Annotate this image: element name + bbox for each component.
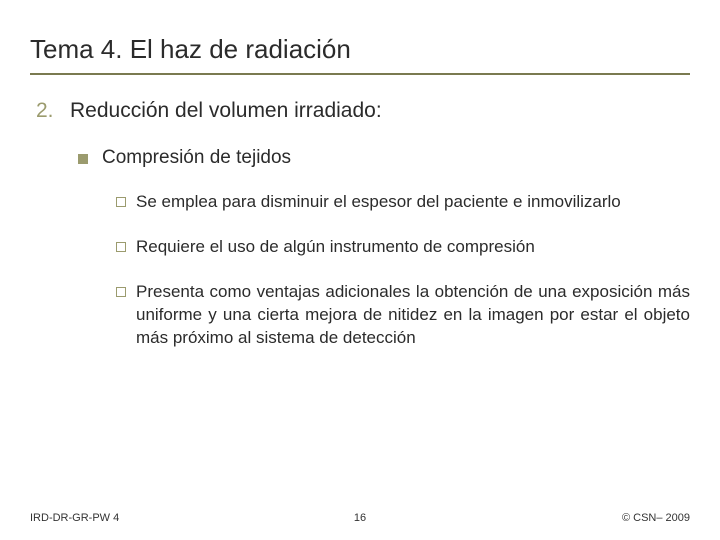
footer-right: © CSN– 2009: [622, 512, 690, 524]
hollow-square-bullet-icon: [116, 287, 126, 297]
footer: IRD-DR-GR-PW 4 16 © CSN– 2009: [30, 512, 690, 524]
footer-page-number: 16: [354, 512, 366, 524]
slide: Tema 4. El haz de radiación 2. Reducción…: [0, 0, 720, 540]
point-text: Se emplea para disminuir el espesor del …: [136, 191, 621, 214]
slide-title: Tema 4. El haz de radiación: [30, 34, 690, 65]
hollow-square-bullet-icon: [116, 242, 126, 252]
list-item-level3: Se emplea para disminuir el espesor del …: [116, 191, 690, 214]
footer-left: IRD-DR-GR-PW 4: [30, 512, 119, 524]
list-number: 2.: [36, 99, 70, 123]
point-text: Presenta como ventajas adicionales la ob…: [136, 281, 690, 350]
list-item-level2: Compresión de tejidos: [78, 147, 690, 169]
list-item-level3: Presenta como ventajas adicionales la ob…: [116, 281, 690, 350]
hollow-square-bullet-icon: [116, 197, 126, 207]
square-bullet-icon: [78, 154, 88, 164]
point-text: Requiere el uso de algún instrumento de …: [136, 236, 535, 259]
list-text: Reducción del volumen irradiado:: [70, 99, 382, 123]
title-rule: [30, 73, 690, 75]
list-item-level3: Requiere el uso de algún instrumento de …: [116, 236, 690, 259]
sub-text: Compresión de tejidos: [102, 147, 291, 169]
list-item-level1: 2. Reducción del volumen irradiado:: [36, 99, 690, 123]
